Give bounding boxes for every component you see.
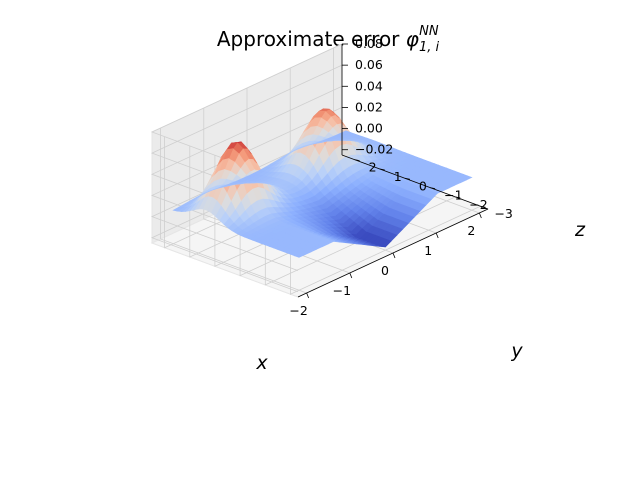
x-axis-label: x bbox=[255, 352, 268, 374]
x-tick-mark bbox=[435, 232, 439, 239]
x-tick-label: 0 bbox=[381, 263, 389, 278]
x-tick-mark bbox=[392, 252, 396, 259]
z-tick-label: 0.02 bbox=[355, 99, 383, 114]
y-tick-mark bbox=[455, 196, 461, 199]
axis-lines bbox=[297, 43, 489, 299]
surface-patch bbox=[172, 206, 185, 212]
x-tick-label: 2 bbox=[467, 223, 475, 238]
y-tick-mark bbox=[354, 159, 360, 162]
x-tick-mark bbox=[349, 272, 353, 279]
z-tick-label: 0.00 bbox=[355, 121, 383, 136]
y-tick-label: −2 bbox=[469, 197, 487, 212]
z-tick-label: 0.08 bbox=[355, 36, 383, 51]
y-tick-label: 0 bbox=[419, 178, 427, 193]
y-axis-line bbox=[341, 154, 489, 210]
x-tick-label: −1 bbox=[333, 283, 351, 298]
y-tick-mark bbox=[430, 187, 436, 189]
z-tick-label: 0.04 bbox=[355, 78, 383, 93]
z-tick-label: −0.02 bbox=[355, 142, 393, 157]
y-tick-mark bbox=[480, 205, 486, 208]
grid-line-x bbox=[160, 128, 307, 294]
chart-title-superscript: NN bbox=[419, 24, 439, 39]
y-tick-mark bbox=[404, 177, 411, 180]
x-tick-mark bbox=[478, 212, 482, 219]
y-tick-label: 1 bbox=[394, 169, 402, 184]
x-tick-label: 1 bbox=[424, 243, 432, 258]
grid-line-z bbox=[150, 128, 343, 271]
y-tick-label: 2 bbox=[369, 160, 377, 175]
z-tick-label: 0.06 bbox=[355, 57, 383, 72]
y-axis-label: y bbox=[510, 340, 523, 362]
y-tick-label: −3 bbox=[494, 206, 512, 221]
chart-title-prefix: Approximate error bbox=[217, 27, 406, 51]
chart-title-symbol: φ bbox=[406, 27, 419, 51]
y-tick-mark bbox=[379, 168, 385, 171]
y-tick-label: −1 bbox=[444, 188, 462, 203]
tick-labels: −2 −1 0 1 2 −3 −2 −1 0 1 2 −0.02 0.00 0.02 0.04 0.06 0.0… bbox=[289, 36, 512, 318]
x-tick-label: −2 bbox=[289, 303, 307, 318]
z-axis-label: z bbox=[574, 219, 586, 241]
chart-title-subscript: 1, i bbox=[419, 40, 440, 55]
x-tick-mark bbox=[306, 292, 310, 299]
chart-title: Approximate error φ1, iNN bbox=[217, 24, 440, 55]
